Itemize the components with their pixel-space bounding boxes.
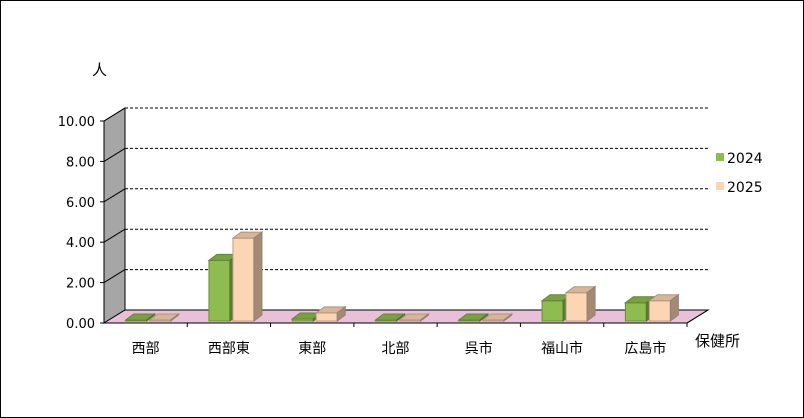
bar-2025-北部 <box>398 313 430 322</box>
gridline-connector <box>103 269 126 284</box>
gridlines <box>103 107 708 284</box>
side-wall <box>103 107 126 324</box>
bar-series <box>124 231 680 323</box>
bar-side <box>586 285 596 322</box>
x-tick-label: 西部東 <box>208 341 250 357</box>
y-tick-label: 6.00 <box>66 196 95 211</box>
bar-side <box>170 313 180 322</box>
bar-front <box>624 302 647 322</box>
gridline-connector <box>103 147 126 162</box>
y-tick-labels: 0.00 2.00 4.00 6.00 8.00 10.00 <box>58 115 104 332</box>
gridline-connector <box>103 107 126 122</box>
y-tick-label: 4.00 <box>66 236 95 251</box>
bar-front <box>565 292 588 322</box>
bar-2025-西部東 <box>231 231 264 323</box>
x-axis-title: 保健所 <box>695 332 740 350</box>
chart-walls <box>102 107 710 324</box>
bar-2025-東部 <box>314 305 347 322</box>
x-category-labels: 西部 西部東 東部 北部 呉市 福山市 広島市 <box>132 323 688 357</box>
y-tick-label: 2.00 <box>66 277 95 292</box>
bar-2025-福山市 <box>564 285 597 322</box>
bar-side <box>146 313 156 322</box>
bar-2024-北部 <box>374 313 406 322</box>
x-tick-label: 東部 <box>298 341 326 357</box>
x-tick-label: 呉市 <box>465 340 493 357</box>
bar-2025-西部 <box>148 313 181 322</box>
bar-front <box>232 237 255 322</box>
x-tick-label: 北部 <box>382 341 410 357</box>
bar-side <box>336 305 346 322</box>
x-tick-label: 西部 <box>132 341 160 357</box>
bar-side <box>420 313 429 322</box>
bar-side <box>253 231 263 323</box>
gridline-connector <box>103 228 126 243</box>
legend-swatch-2025 <box>716 182 724 190</box>
bar-front <box>541 300 564 322</box>
bar-side <box>669 293 679 322</box>
floor-edge <box>686 309 709 324</box>
gridline-connector <box>103 188 126 203</box>
legend-label-2025: 2025 <box>727 180 763 196</box>
bar-side <box>396 313 405 322</box>
y-tick-label: 10.00 <box>58 115 95 130</box>
bar-2025-呉市 <box>481 313 514 322</box>
legend-swatch-2024 <box>716 153 724 161</box>
bar-2024-西部 <box>124 313 157 322</box>
bar-front <box>208 259 231 322</box>
bar-side <box>479 313 489 322</box>
legend: 2024 2025 <box>716 151 763 196</box>
bar-front <box>648 300 671 322</box>
legend-label-2024: 2024 <box>727 151 763 167</box>
bar-side <box>503 313 513 322</box>
x-tick-label: 広島市 <box>624 340 666 357</box>
y-axis-title: 人 <box>92 61 107 79</box>
bar-front <box>315 312 338 322</box>
y-tick-label: 8.00 <box>66 155 95 170</box>
bar-2024-呉市 <box>457 313 490 322</box>
y-tick-label: 0.00 <box>66 317 95 332</box>
bar-2025-広島市 <box>647 293 680 322</box>
x-tick-label: 福山市 <box>541 340 583 357</box>
